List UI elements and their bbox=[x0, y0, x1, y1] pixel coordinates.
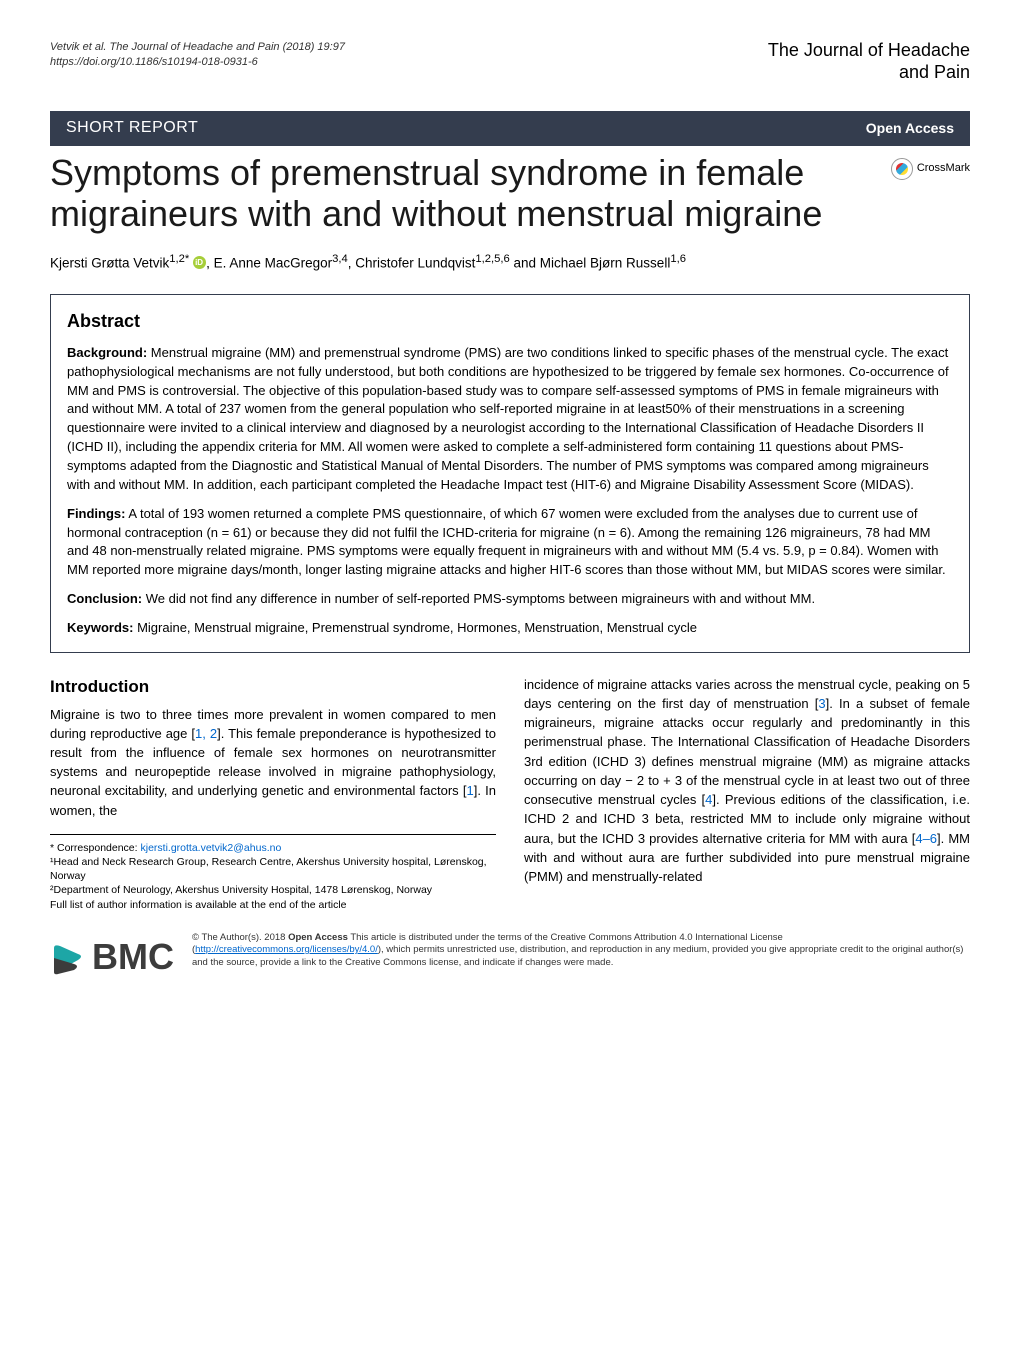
bmc-mark-icon bbox=[50, 939, 86, 975]
crossmark-icon bbox=[891, 158, 913, 180]
bmc-logo: BMC bbox=[50, 932, 174, 982]
full-author-list-note: Full list of author information is avail… bbox=[50, 898, 496, 912]
citation-line: Vetvik et al. The Journal of Headache an… bbox=[50, 40, 345, 55]
left-column: Introduction Migraine is two to three ti… bbox=[50, 675, 496, 912]
section-bar: SHORT REPORT Open Access bbox=[50, 111, 970, 145]
abstract-conclusion: Conclusion: We did not find any differen… bbox=[67, 590, 953, 609]
journal-name: The Journal of Headache and Pain bbox=[768, 40, 970, 83]
intro-heading: Introduction bbox=[50, 675, 496, 699]
abstract-findings: Findings: A total of 193 women returned … bbox=[67, 505, 953, 580]
affiliation-1: ¹Head and Neck Research Group, Research … bbox=[50, 855, 496, 883]
journal-line-1: The Journal of Headache bbox=[768, 40, 970, 62]
abstract-heading: Abstract bbox=[67, 309, 953, 334]
correspondence-line: * Correspondence: kjersti.grotta.vetvik2… bbox=[50, 841, 496, 855]
correspondence-email[interactable]: kjersti.grotta.vetvik2@ahus.no bbox=[140, 842, 281, 854]
article-title: Symptoms of premenstrual syndrome in fem… bbox=[50, 152, 881, 235]
footnotes: * Correspondence: kjersti.grotta.vetvik2… bbox=[50, 834, 496, 912]
author-list: Kjersti Grøtta Vetvik1,2* , E. Anne MacG… bbox=[50, 252, 970, 273]
citation-block: Vetvik et al. The Journal of Headache an… bbox=[50, 40, 345, 71]
license-text: © The Author(s). 2018 Open Access This a… bbox=[192, 932, 970, 969]
crossmark-badge[interactable]: CrossMark bbox=[891, 158, 970, 180]
doi-line: https://doi.org/10.1186/s10194-018-0931-… bbox=[50, 55, 345, 70]
intro-text-right: incidence of migraine attacks varies acr… bbox=[524, 675, 970, 887]
open-access-label: Open Access bbox=[866, 119, 954, 139]
abstract-keywords: Keywords: Migraine, Menstrual migraine, … bbox=[67, 619, 953, 638]
page-header: Vetvik et al. The Journal of Headache an… bbox=[50, 40, 970, 83]
orcid-icon[interactable] bbox=[193, 256, 206, 269]
abstract-background: Background: Menstrual migraine (MM) and … bbox=[67, 344, 953, 495]
article-type-label: SHORT REPORT bbox=[66, 117, 198, 139]
bmc-text: BMC bbox=[92, 932, 174, 982]
journal-line-2: and Pain bbox=[768, 62, 970, 84]
crossmark-label: CrossMark bbox=[917, 161, 970, 176]
footer-bar: BMC © The Author(s). 2018 Open Access Th… bbox=[50, 932, 970, 982]
right-column: incidence of migraine attacks varies acr… bbox=[524, 675, 970, 912]
intro-text-left: Migraine is two to three times more prev… bbox=[50, 705, 496, 820]
abstract-box: Abstract Background: Menstrual migraine … bbox=[50, 294, 970, 653]
body-columns: Introduction Migraine is two to three ti… bbox=[50, 675, 970, 912]
affiliation-2: ²Department of Neurology, Akershus Unive… bbox=[50, 883, 496, 897]
